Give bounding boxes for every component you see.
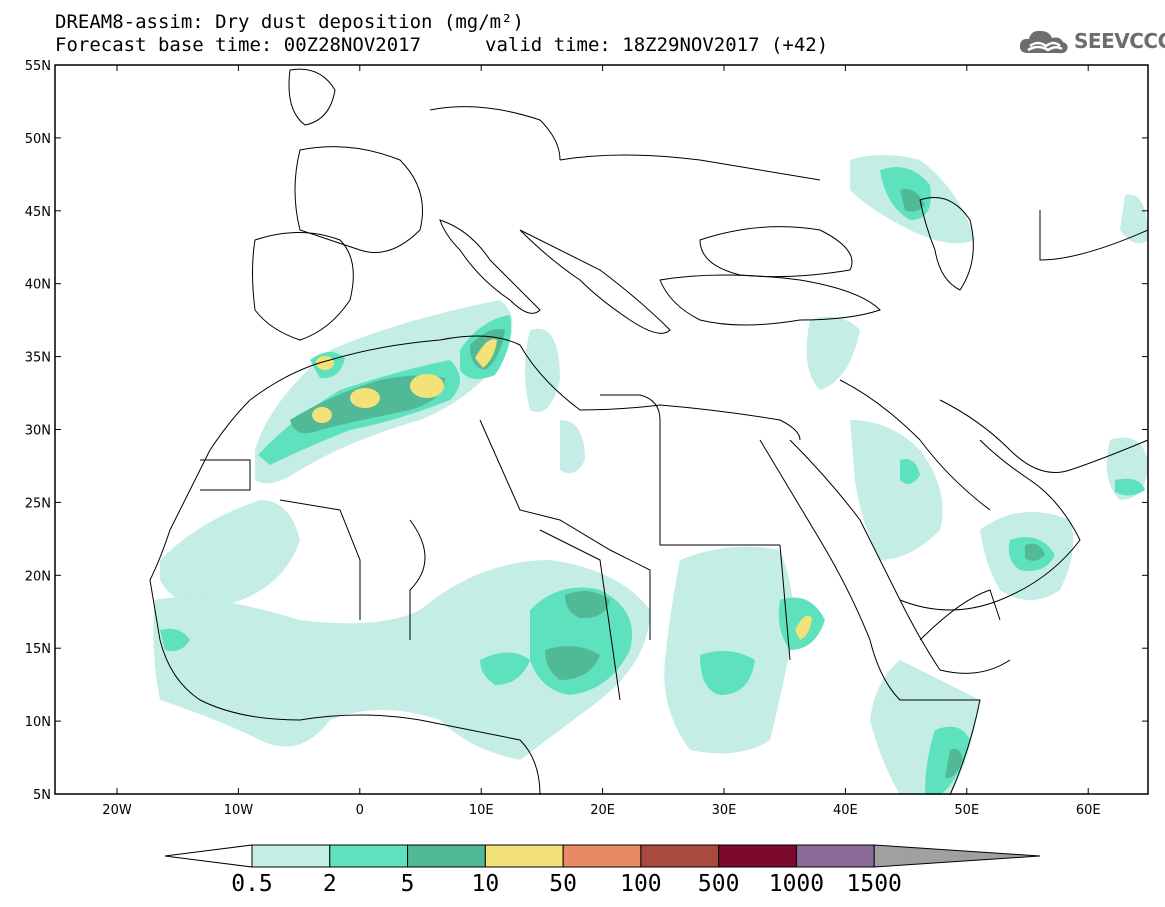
colorbar-label: 2 bbox=[323, 871, 337, 897]
coastlines-and-borders bbox=[149, 68, 1149, 796]
lat-label: 15N bbox=[25, 642, 51, 657]
longitude-axis: 20W 10W 0 10E 20E 30E 40E 50E 60E bbox=[102, 65, 1101, 818]
colorbar-box bbox=[329, 844, 409, 868]
seevccc-logo: SEEVCCC bbox=[1018, 26, 1165, 56]
colorbar-box bbox=[407, 844, 486, 868]
deposition-level-1 bbox=[153, 155, 1148, 795]
map-title: DREAM8-assim: Dry dust deposition (mg/m²… bbox=[55, 11, 524, 33]
lat-label: 25N bbox=[25, 496, 51, 511]
colorbar: 0.5 2 5 10 50 100 500 1000 1500 bbox=[164, 844, 1041, 897]
lat-label: 40N bbox=[25, 278, 51, 293]
lat-label: 55N bbox=[25, 59, 51, 74]
colorbar-box bbox=[484, 844, 564, 868]
forecast-base-time: Forecast base time: 00Z28NOV2017 bbox=[55, 34, 422, 56]
valid-time: valid time: 18Z29NOV2017 (+42) bbox=[485, 34, 829, 56]
latitude-axis: 55N 50N 45N 40N 35N 30N 25N 20N 15N 10N 5N bbox=[25, 59, 1148, 803]
colorbar-box bbox=[562, 844, 642, 868]
colorbar-over-arrow bbox=[873, 844, 1041, 868]
colorbar-box bbox=[251, 844, 331, 868]
colorbar-label: 1000 bbox=[769, 871, 824, 897]
lon-label: 20E bbox=[590, 803, 615, 818]
colorbar-label: 500 bbox=[698, 871, 740, 897]
colorbar-box bbox=[718, 844, 797, 868]
lon-label: 40E bbox=[833, 803, 858, 818]
cloud-icon bbox=[1019, 30, 1068, 54]
lon-label: 50E bbox=[954, 803, 979, 818]
lat-label: 5N bbox=[33, 788, 51, 803]
lat-label: 20N bbox=[25, 569, 51, 584]
lat-label: 45N bbox=[25, 205, 51, 220]
lon-label: 60E bbox=[1076, 803, 1101, 818]
colorbar-label: 100 bbox=[620, 871, 662, 897]
lon-label: 10W bbox=[224, 803, 254, 818]
colorbar-label: 50 bbox=[549, 871, 577, 897]
deposition-level-4 bbox=[312, 339, 812, 640]
lon-label: 0 bbox=[356, 803, 364, 818]
colorbar-label: 10 bbox=[471, 871, 499, 897]
lon-label: 10E bbox=[469, 803, 494, 818]
deposition-shading bbox=[153, 155, 1148, 795]
lat-label: 50N bbox=[25, 132, 51, 147]
logo-text: SEEVCCC bbox=[1074, 29, 1165, 53]
lon-label: 20W bbox=[102, 803, 132, 818]
colorbar-box bbox=[795, 844, 875, 868]
colorbar-box bbox=[640, 844, 720, 868]
colorbar-label: 1500 bbox=[847, 871, 902, 897]
colorbar-label: 5 bbox=[401, 871, 415, 897]
colorbar-label: 0.5 bbox=[231, 871, 273, 897]
lat-label: 10N bbox=[25, 715, 51, 730]
lat-label: 30N bbox=[25, 424, 51, 439]
colorbar-under-arrow bbox=[164, 844, 253, 868]
lon-label: 30E bbox=[712, 803, 737, 818]
lat-label: 35N bbox=[25, 351, 51, 366]
